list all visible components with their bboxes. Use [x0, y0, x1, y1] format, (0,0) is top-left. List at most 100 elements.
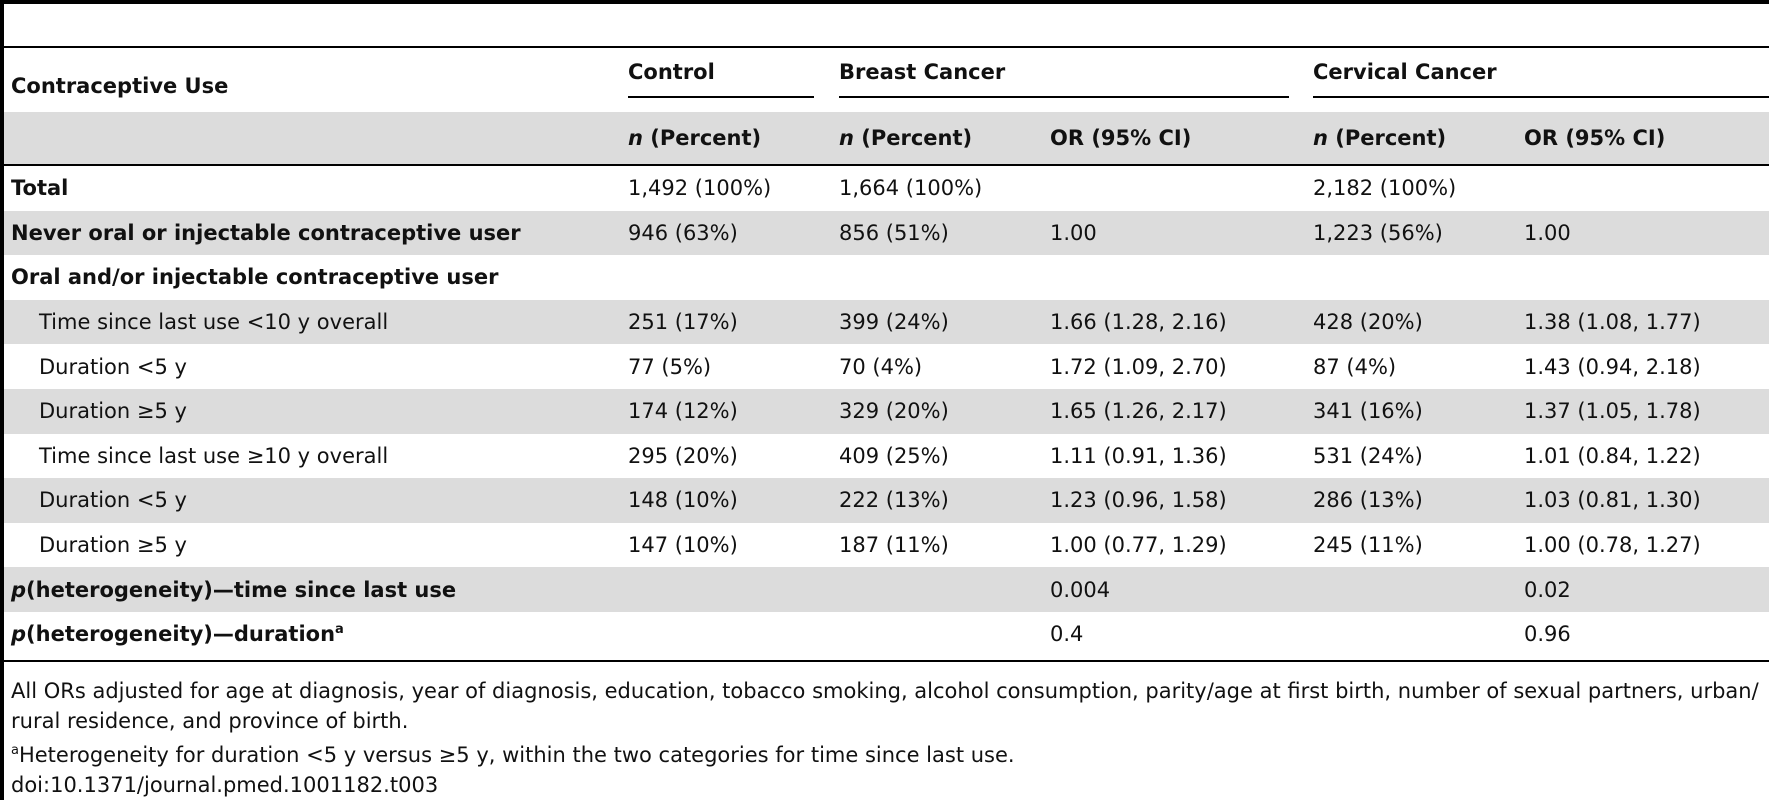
cell-breast-or: 0.004 — [1043, 567, 1306, 612]
table-row: Duration ≥5 y 174 (12%) 329 (20%) 1.65 (… — [4, 388, 1769, 434]
cell-breast-or: 1.00 — [1043, 210, 1306, 256]
cell-breast-n: 409 (25%) — [839, 443, 949, 468]
group-header-breast-cancer: Breast Cancer — [832, 46, 1306, 112]
cell-breast-n — [832, 255, 1043, 300]
cell-cervical-n: 1,223 (56%) — [1306, 210, 1517, 256]
table-row: Never oral or injectable contraceptive u… — [4, 210, 1769, 256]
cell-control-n: 147 (10%) — [628, 533, 738, 558]
table-bottom-rule — [4, 660, 1769, 662]
subheader-breast-or: OR (95% CI) — [1043, 112, 1306, 165]
footnote-a: aHeterogeneity for duration <5 y versus … — [11, 743, 1015, 767]
cell-cervical-n: 286 (13%) — [1306, 478, 1517, 523]
subheader-breast-n: n (Percent) — [832, 112, 1043, 165]
cell-breast-n: 399 (24%) — [832, 299, 1043, 345]
cell-cervical-n: 87 (4%) — [1313, 354, 1397, 379]
group-header-control: Control — [621, 46, 832, 112]
row-label: Time since last use <10 y overall — [4, 299, 621, 345]
cell-cervical-n — [1306, 567, 1517, 612]
cell-control-n: 946 (63%) — [621, 210, 832, 256]
cell-cervical-n: 341 (16%) — [1306, 388, 1517, 434]
left-border — [0, 0, 4, 800]
cell-breast-n: 70 (4%) — [839, 354, 923, 379]
table-row: Oral and/or injectable contraceptive use… — [4, 255, 1769, 300]
group-header-cervical-cancer: Cervical Cancer — [1306, 46, 1769, 112]
row-label: Time since last use ≥10 y overall — [39, 443, 389, 468]
top-border — [0, 0, 1769, 4]
row-label: Total — [11, 176, 69, 201]
contraceptive-use-table: Contraceptive Use Control Breast Cancer … — [4, 46, 1769, 657]
cell-control-n — [621, 567, 832, 612]
row-label: p(heterogeneity)—durationa — [11, 622, 344, 647]
cell-cervical-or: 1.37 (1.05, 1.78) — [1517, 388, 1769, 434]
table-row: Duration <5 y 148 (10%) 222 (13%) 1.23 (… — [4, 478, 1769, 523]
subheader-cervical-or: OR (95% CI) — [1517, 112, 1769, 165]
row-label: Duration <5 y — [39, 354, 187, 379]
row-label: Duration ≥5 y — [4, 388, 621, 434]
cell-breast-n — [832, 567, 1043, 612]
row-label: Duration ≥5 y — [39, 533, 187, 558]
table-row: Duration ≥5 y 147 (10%) 187 (11%) 1.00 (… — [4, 523, 1769, 568]
cell-cervical-n: 2,182 (100%) — [1313, 176, 1457, 201]
subheader-control-n: n (Percent) — [621, 112, 832, 165]
cell-breast-n: 329 (20%) — [832, 388, 1043, 434]
cell-control-n: 1,492 (100%) — [628, 176, 772, 201]
cell-control-n — [621, 612, 832, 657]
table-top-rule — [4, 46, 1769, 48]
subheader-blank — [4, 112, 621, 165]
table-row: Time since last use <10 y overall 251 (1… — [4, 299, 1769, 345]
cell-cervical-n: 531 (24%) — [1313, 443, 1423, 468]
cell-cervical-or: 1.01 (0.84, 1.22) — [1524, 443, 1701, 468]
cell-breast-or: 1.66 (1.28, 2.16) — [1043, 299, 1306, 345]
group-label-breast-cancer: Breast Cancer — [839, 60, 1289, 98]
cell-cervical-or: 0.96 — [1524, 622, 1571, 647]
cell-cervical-n — [1306, 612, 1517, 657]
cell-control-n: 77 (5%) — [628, 354, 712, 379]
cell-breast-n: 187 (11%) — [839, 533, 949, 558]
cell-cervical-or: 1.03 (0.81, 1.30) — [1517, 478, 1769, 523]
table-notes: All ORs adjusted for age at diagnosis, y… — [11, 676, 1761, 800]
cell-breast-n: 222 (13%) — [832, 478, 1043, 523]
cell-control-n: 251 (17%) — [621, 299, 832, 345]
cell-control-n: 295 (20%) — [628, 443, 738, 468]
notes-line-1: All ORs adjusted for age at diagnosis, y… — [11, 679, 1759, 703]
table-row: Time since last use ≥10 y overall 295 (2… — [4, 434, 1769, 479]
cell-cervical-or: 1.00 — [1517, 210, 1769, 256]
cell-breast-or: 1.11 (0.91, 1.36) — [1050, 443, 1227, 468]
cell-cervical-or: 1.00 (0.78, 1.27) — [1524, 533, 1701, 558]
group-label-control: Control — [628, 60, 814, 98]
table-row: Duration <5 y 77 (5%) 70 (4%) 1.72 (1.09… — [4, 344, 1769, 389]
row-label: Never oral or injectable contraceptive u… — [4, 210, 621, 256]
cell-breast-or: 1.72 (1.09, 2.70) — [1050, 354, 1227, 379]
cell-cervical-or — [1517, 165, 1769, 211]
cell-cervical-n — [1306, 255, 1517, 300]
cell-breast-or: 1.23 (0.96, 1.58) — [1043, 478, 1306, 523]
data-table-container: Contraceptive Use Control Breast Cancer … — [4, 46, 1769, 657]
row-label: Duration <5 y — [4, 478, 621, 523]
cell-breast-n: 1,664 (100%) — [839, 176, 983, 201]
cell-cervical-n: 245 (11%) — [1313, 533, 1423, 558]
table-row: p(heterogeneity)—time since last use 0.0… — [4, 567, 1769, 612]
cell-cervical-or — [1517, 255, 1769, 300]
cell-cervical-or: 0.02 — [1517, 567, 1769, 612]
cell-breast-or — [1043, 165, 1306, 211]
table-row: Total 1,492 (100%) 1,664 (100%) 2,182 (1… — [4, 165, 1769, 211]
header-row-groups: Contraceptive Use Control Breast Cancer … — [4, 46, 1769, 112]
group-label-cervical-cancer: Cervical Cancer — [1313, 60, 1769, 98]
cell-control-n — [621, 255, 832, 300]
cell-breast-or: 1.65 (1.26, 2.17) — [1043, 388, 1306, 434]
row-label: Oral and/or injectable contraceptive use… — [11, 265, 499, 290]
subheader-cervical-n: n (Percent) — [1306, 112, 1517, 165]
cell-breast-n — [832, 612, 1043, 657]
cell-breast-or — [1043, 255, 1306, 300]
row-label-header: Contraceptive Use — [11, 74, 229, 98]
cell-breast-or: 1.00 (0.77, 1.29) — [1050, 533, 1227, 558]
header-row-subcolumns: n (Percent) n (Percent) OR (95% CI) n (P… — [4, 112, 1769, 165]
notes-line-2: rural residence, and province of birth. — [11, 709, 409, 733]
cell-cervical-or: 1.43 (0.94, 2.18) — [1524, 354, 1701, 379]
row-label: p(heterogeneity)—time since last use — [4, 567, 621, 612]
cell-breast-n: 856 (51%) — [832, 210, 1043, 256]
cell-breast-or: 0.4 — [1050, 622, 1084, 647]
table-row: p(heterogeneity)—durationa 0.4 0.96 — [4, 612, 1769, 657]
doi-link[interactable]: doi:10.1371/journal.pmed.1001182.t003 — [11, 773, 439, 797]
cell-cervical-or: 1.38 (1.08, 1.77) — [1517, 299, 1769, 345]
